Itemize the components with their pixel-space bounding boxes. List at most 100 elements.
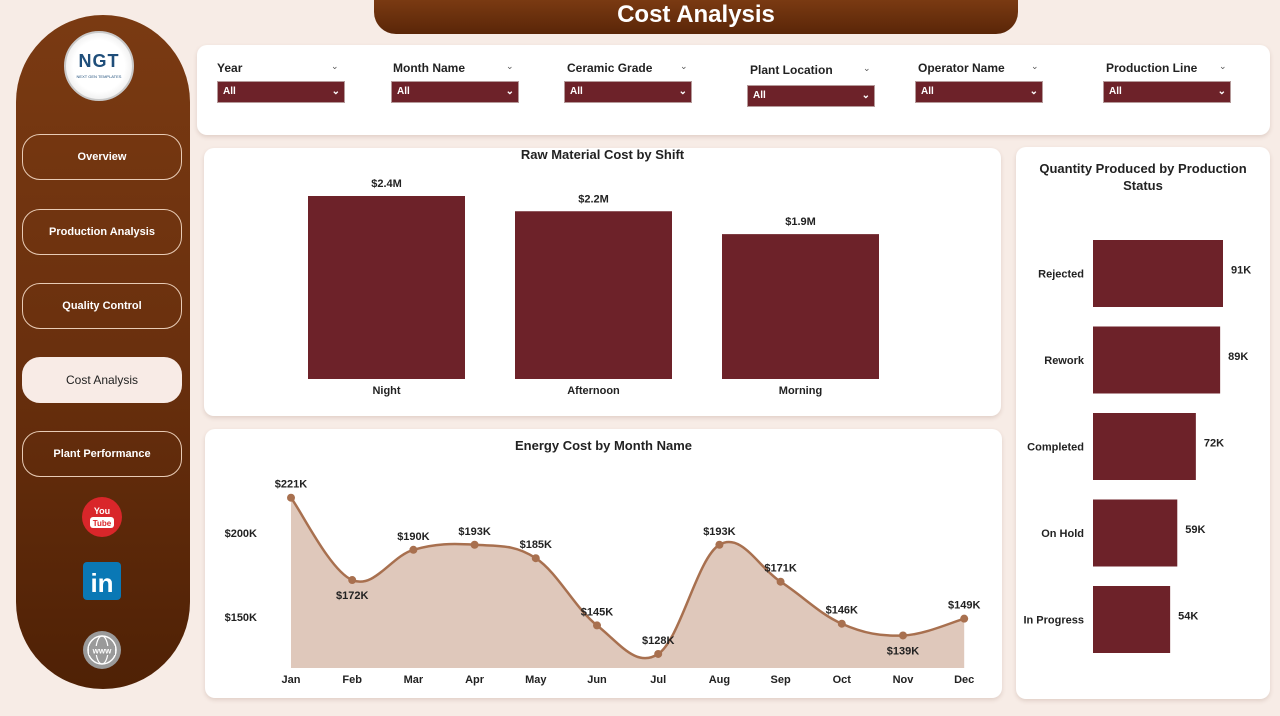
linkedin-icon[interactable]: in — [82, 561, 122, 601]
nav-plant-performance-button[interactable]: Plant Performance — [22, 431, 182, 477]
quantity-status-chart-title: Quantity Produced by Production Status — [1016, 160, 1270, 194]
website-text: www — [92, 647, 112, 656]
bar-in-progress[interactable] — [1093, 586, 1171, 653]
y-category-label: In Progress — [1023, 615, 1084, 627]
filter-plant-label: Plant Location — [750, 63, 833, 77]
filter-line-value: All — [1109, 86, 1122, 97]
energy-point-mar[interactable] — [409, 545, 418, 554]
nav-production-analysis-button[interactable]: Production Analysis — [22, 209, 182, 255]
filter-plant-location: Plant Location ⌄ All ⌄ — [747, 61, 875, 107]
bar-data-label: 59K — [1185, 524, 1205, 536]
bar-data-label: 91K — [1231, 265, 1251, 277]
energy-point-feb[interactable] — [348, 576, 357, 585]
energy-point-jun[interactable] — [593, 621, 601, 630]
y-category-label: Rejected — [1038, 269, 1084, 281]
filter-line-select[interactable]: All ⌄ — [1103, 81, 1231, 103]
x-tick-label: Apr — [465, 674, 485, 686]
energy-cost-chart: $150K $200K $221K Jan $172K Feb $190K Mar $193K A… — [225, 479, 981, 686]
nav-cost-analysis-button[interactable]: Cost Analysis — [22, 357, 182, 403]
x-tick-label: Aug — [709, 674, 730, 686]
raw-material-chart: $2.4M Night $2.2M Afternoon $1.9M Morning — [308, 178, 879, 397]
website-globe-icon[interactable]: www — [82, 630, 122, 670]
bar-night[interactable] — [308, 196, 465, 379]
filter-plant-value: All — [753, 90, 766, 101]
quantity-title-line1: Quantity Produced by Production — [1039, 161, 1247, 176]
dropdown-arrow-icon: ⌄ — [861, 90, 870, 101]
y-tick-label: $200K — [225, 528, 257, 540]
energy-point-sep[interactable] — [776, 577, 785, 586]
energy-point-oct[interactable] — [837, 619, 846, 628]
filters-panel: Year ⌄ All ⌄ Month Name ⌄ All ⌄ Ceramic … — [197, 45, 1270, 135]
point-data-label: $190K — [397, 531, 429, 543]
energy-cost-chart-title: Energy Cost by Month Name — [515, 438, 692, 453]
energy-point-apr[interactable] — [470, 540, 479, 549]
x-tick-label: Oct — [833, 674, 852, 686]
bar-data-label: 89K — [1228, 351, 1248, 363]
filter-operator-name: Operator Name ⌄ All ⌄ — [915, 59, 1043, 103]
energy-point-nov[interactable] — [899, 631, 907, 640]
chevron-down-icon[interactable]: ⌄ — [1031, 61, 1039, 71]
y-category-label: Rework — [1044, 355, 1085, 367]
filter-month-value: All — [397, 86, 410, 97]
logo-subtext: NEXT GEN TEMPLATES — [76, 74, 122, 79]
energy-point-jan[interactable] — [287, 493, 295, 502]
x-tick-label: Afternoon — [567, 385, 620, 397]
x-tick-label: May — [525, 674, 547, 686]
filter-year-select[interactable]: All ⌄ — [217, 81, 345, 103]
nav-overview-button[interactable]: Overview — [22, 134, 182, 180]
bar-afternoon[interactable] — [515, 211, 672, 379]
chevron-down-icon[interactable]: ⌄ — [331, 61, 339, 71]
chevron-down-icon[interactable]: ⌄ — [680, 61, 688, 71]
quantity-title-line2: Status — [1123, 178, 1163, 193]
x-tick-label: Jan — [282, 674, 301, 686]
energy-point-dec[interactable] — [960, 614, 969, 623]
filter-ceramic-select[interactable]: All ⌄ — [564, 81, 692, 103]
filter-ceramic-value: All — [570, 86, 583, 97]
bar-completed[interactable] — [1093, 413, 1196, 480]
x-tick-label: Dec — [954, 674, 974, 686]
filter-month-name: Month Name ⌄ All ⌄ — [391, 59, 519, 103]
bar-rejected[interactable] — [1093, 240, 1223, 307]
x-tick-label: Nov — [893, 674, 915, 686]
x-tick-label: Morning — [779, 385, 822, 397]
energy-area — [291, 497, 965, 668]
filter-line-label: Production Line — [1106, 61, 1198, 75]
bar-on-hold[interactable] — [1093, 499, 1178, 567]
point-data-label: $221K — [275, 479, 307, 491]
bar-morning[interactable] — [722, 234, 879, 379]
bar-data-label: 54K — [1178, 611, 1198, 623]
energy-point-jul[interactable] — [654, 649, 663, 658]
youtube-tube-text: Tube — [93, 519, 112, 528]
y-category-label: On Hold — [1041, 528, 1084, 540]
sidebar: NGT NEXT GEN TEMPLATES Overview Producti… — [16, 15, 190, 689]
energy-point-aug[interactable] — [715, 540, 724, 549]
filter-operator-select[interactable]: All ⌄ — [915, 81, 1043, 103]
youtube-icon[interactable]: You Tube — [82, 497, 122, 537]
bar-data-label: $2.4M — [371, 178, 402, 190]
filter-month-label: Month Name — [393, 61, 465, 75]
logo[interactable]: NGT NEXT GEN TEMPLATES — [64, 31, 134, 101]
filter-year: Year ⌄ All ⌄ — [217, 59, 345, 103]
filter-production-line: Production Line ⌄ All ⌄ — [1103, 59, 1231, 103]
y-category-label: Completed — [1027, 442, 1084, 454]
chevron-down-icon[interactable]: ⌄ — [863, 63, 871, 73]
filter-plant-select[interactable]: All ⌄ — [747, 85, 875, 107]
linkedin-text: in — [90, 568, 113, 598]
bar-rework[interactable] — [1093, 326, 1221, 394]
point-data-label: $149K — [948, 600, 980, 612]
energy-point-may[interactable] — [531, 554, 540, 563]
chevron-down-icon[interactable]: ⌄ — [1219, 61, 1227, 71]
nav-quality-control-button[interactable]: Quality Control — [22, 283, 182, 329]
x-tick-label: Jul — [650, 674, 666, 686]
quantity-status-chart: Rejected 91K Rework 89K Completed 72K On Hold 5… — [1023, 240, 1251, 653]
filter-operator-label: Operator Name — [918, 61, 1005, 75]
filter-month-select[interactable]: All ⌄ — [391, 81, 519, 103]
x-tick-label: Sep — [771, 674, 791, 686]
dropdown-arrow-icon: ⌄ — [1217, 86, 1226, 97]
energy-cost-chart-card: Energy Cost by Month Name $150K $200K $221… — [205, 429, 1002, 698]
x-tick-label: Feb — [342, 674, 362, 686]
bar-data-label: $1.9M — [785, 216, 816, 228]
chevron-down-icon[interactable]: ⌄ — [506, 61, 514, 71]
dropdown-arrow-icon: ⌄ — [678, 86, 687, 97]
point-data-label: $172K — [336, 590, 368, 602]
